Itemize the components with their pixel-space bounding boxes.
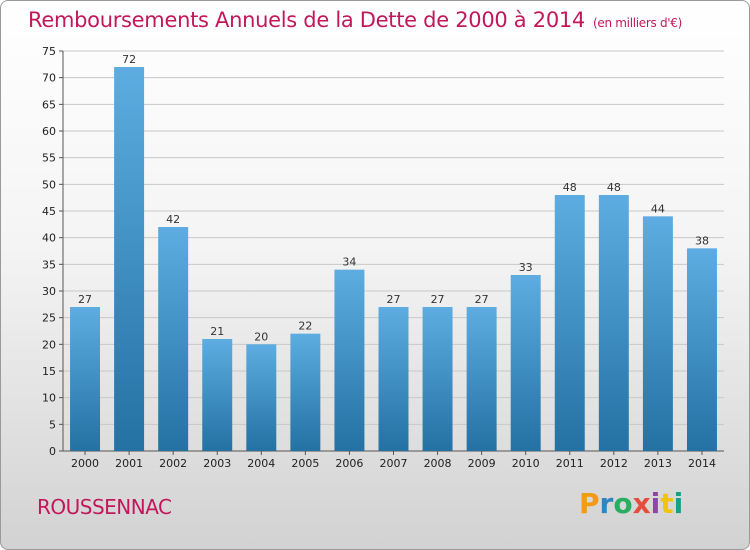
y-tick-label: 60 [42, 125, 56, 138]
x-tick-label-2000: 2000 [71, 457, 99, 470]
bar-2007[interactable] [378, 307, 409, 451]
commune-name: ROUSSENNAC [37, 495, 172, 519]
x-tick-label-2005: 2005 [291, 457, 319, 470]
value-label-2000: 27 [78, 293, 92, 306]
bar-2000[interactable] [70, 307, 101, 451]
value-label-2013: 44 [651, 202, 665, 215]
value-label-2005: 22 [298, 320, 312, 333]
value-label-2004: 20 [254, 330, 268, 343]
y-tick-label: 75 [42, 45, 56, 58]
proxiti-logo[interactable]: Proxiti [579, 487, 684, 520]
y-tick-label: 45 [42, 205, 56, 218]
value-label-2009: 27 [475, 293, 489, 306]
bars [70, 67, 717, 451]
x-tick-label-2010: 2010 [512, 457, 540, 470]
y-tick-label: 35 [42, 258, 56, 271]
x-tick-label-2003: 2003 [203, 457, 231, 470]
x-tick-label-2002: 2002 [159, 457, 187, 470]
x-tick-label-2008: 2008 [424, 457, 452, 470]
bar-2001[interactable] [114, 67, 145, 451]
y-tick-label: 15 [42, 365, 56, 378]
value-label-2003: 21 [210, 325, 224, 338]
bar-2010[interactable] [510, 275, 541, 451]
y-tick-label: 0 [49, 445, 56, 458]
y-tick-label: 25 [42, 312, 56, 325]
value-label-2007: 27 [387, 293, 401, 306]
x-tick-label-2004: 2004 [247, 457, 275, 470]
value-label-2012: 48 [607, 181, 621, 194]
bar-2009[interactable] [466, 307, 497, 451]
value-label-2002: 42 [166, 213, 180, 226]
value-label-2001: 72 [122, 53, 136, 66]
value-label-2008: 27 [431, 293, 445, 306]
x-tick-label-2006: 2006 [335, 457, 363, 470]
y-tick-label: 55 [42, 152, 56, 165]
bar-2008[interactable] [422, 307, 453, 451]
x-tick-label-2013: 2013 [644, 457, 672, 470]
bar-2004[interactable] [246, 344, 277, 451]
axes: 0 5 10 15 20 25 30 35 40 45 50 55 60 65 70 75 [42, 45, 724, 458]
x-tick-label-2007: 2007 [380, 457, 408, 470]
y-tick-label: 40 [42, 232, 56, 245]
x-tick-label-2011: 2011 [556, 457, 584, 470]
bar-2005[interactable] [290, 333, 321, 451]
bar-2003[interactable] [202, 339, 233, 451]
chart-title: Remboursements Annuels de la Dette de 20… [28, 8, 682, 32]
bar-2011[interactable] [554, 195, 585, 451]
bar-2013[interactable] [642, 216, 673, 451]
x-tick-label-2009: 2009 [468, 457, 496, 470]
chart-title-text: Remboursements Annuels de la Dette de 20… [28, 8, 585, 32]
x-tick-label-2001: 2001 [115, 457, 143, 470]
value-label-2006: 34 [342, 256, 356, 269]
y-tick-label: 50 [42, 178, 56, 191]
y-tick-label: 65 [42, 98, 56, 111]
y-tick-label: 10 [42, 392, 56, 405]
value-label-2010: 33 [519, 261, 533, 274]
bar-2006[interactable] [334, 269, 365, 451]
bar-2014[interactable] [686, 248, 717, 451]
x-tick-label-2014: 2014 [688, 457, 716, 470]
value-label-2014: 38 [695, 234, 709, 247]
x-tick-label-2012: 2012 [600, 457, 628, 470]
labels: 27 2000 72 2001 42 2002 21 2003 20 2004 22 2005 34 20… [71, 53, 716, 470]
value-label-2011: 48 [563, 181, 577, 194]
y-tick-label: 20 [42, 338, 56, 351]
chart-unit-label: (en milliers d'€) [593, 16, 683, 30]
y-tick-label: 70 [42, 72, 56, 85]
bar-2002[interactable] [158, 227, 189, 451]
bar-2012[interactable] [598, 195, 629, 451]
y-tick-label: 30 [42, 285, 56, 298]
y-tick-label: 5 [49, 418, 56, 431]
